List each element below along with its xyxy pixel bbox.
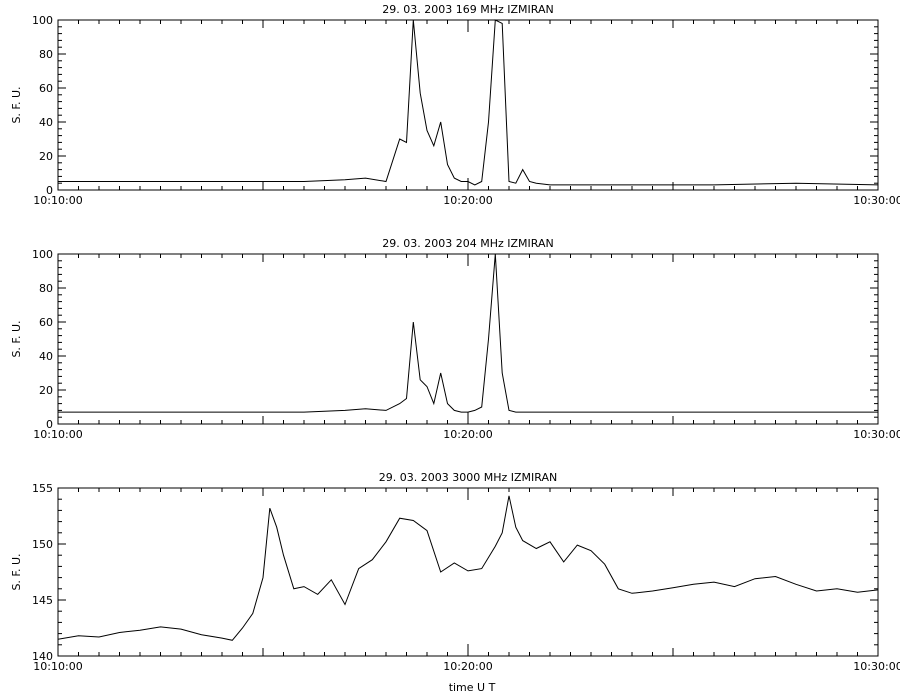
series-line-1 <box>58 19 879 186</box>
x-tick-label: 10:30:00 <box>853 428 900 441</box>
plot-frame <box>57 253 879 425</box>
chart-panel-3: 29. 03. 2003 3000 MHz IZMIRAN S. F. U. 140… <box>10 471 900 673</box>
y-axis-label: S. F. U. <box>10 86 23 123</box>
chart-panel-1: 29. 03. 2003 169 MHz IZMIRAN S. F. U. 0 20 4… <box>10 3 900 207</box>
y-tick-label: 80 <box>39 48 53 61</box>
x-tick-label: 10:30:00 <box>853 194 900 207</box>
chart-title: 29. 03. 2003 204 MHz IZMIRAN <box>382 237 553 250</box>
chart-panel-2: 29. 03. 2003 204 MHz IZMIRAN S. F. U. 0 20 4… <box>10 237 900 441</box>
y-tick-label: 140 <box>32 650 53 663</box>
chart-title: 29. 03. 2003 169 MHz IZMIRAN <box>382 3 553 16</box>
x-tick-label: 10:20:00 <box>443 660 492 673</box>
y-tick-label: 150 <box>32 538 53 551</box>
y-tick-label: 20 <box>39 384 53 397</box>
x-tick-label: 10:10:00 <box>33 660 82 673</box>
y-tick-label: 40 <box>39 350 53 363</box>
x-axis-label: time U T <box>449 681 496 694</box>
y-tick-label: 60 <box>39 82 53 95</box>
x-tick-label: 10:10:00 <box>33 428 82 441</box>
series-line-1 <box>58 253 878 413</box>
x-tick-label: 10:30:00 <box>853 660 900 673</box>
y-tick-label: 100 <box>32 248 53 261</box>
y-tick-label: 80 <box>39 282 53 295</box>
y-tick-label: 20 <box>39 150 53 163</box>
plot-frame <box>57 19 879 191</box>
x-tick-label: 10:10:00 <box>33 194 82 207</box>
y-tick-label: 100 <box>32 14 53 27</box>
chart-title: 29. 03. 2003 3000 MHz IZMIRAN <box>379 471 557 484</box>
x-tick-label: 10:20:00 <box>443 194 492 207</box>
x-tick-label: 10:20:00 <box>443 428 492 441</box>
y-axis-label: S. F. U. <box>10 553 23 590</box>
y-tick-label: 60 <box>39 316 53 329</box>
series-line-1 <box>57 495 879 641</box>
y-tick-label: 0 <box>46 184 53 197</box>
y-axis-label: S. F. U. <box>10 320 23 357</box>
y-tick-label: 155 <box>32 482 53 495</box>
plot-frame <box>57 487 879 657</box>
y-tick-label: 0 <box>46 418 53 431</box>
y-tick-label: 145 <box>32 594 53 607</box>
y-tick-label: 40 <box>39 116 53 129</box>
